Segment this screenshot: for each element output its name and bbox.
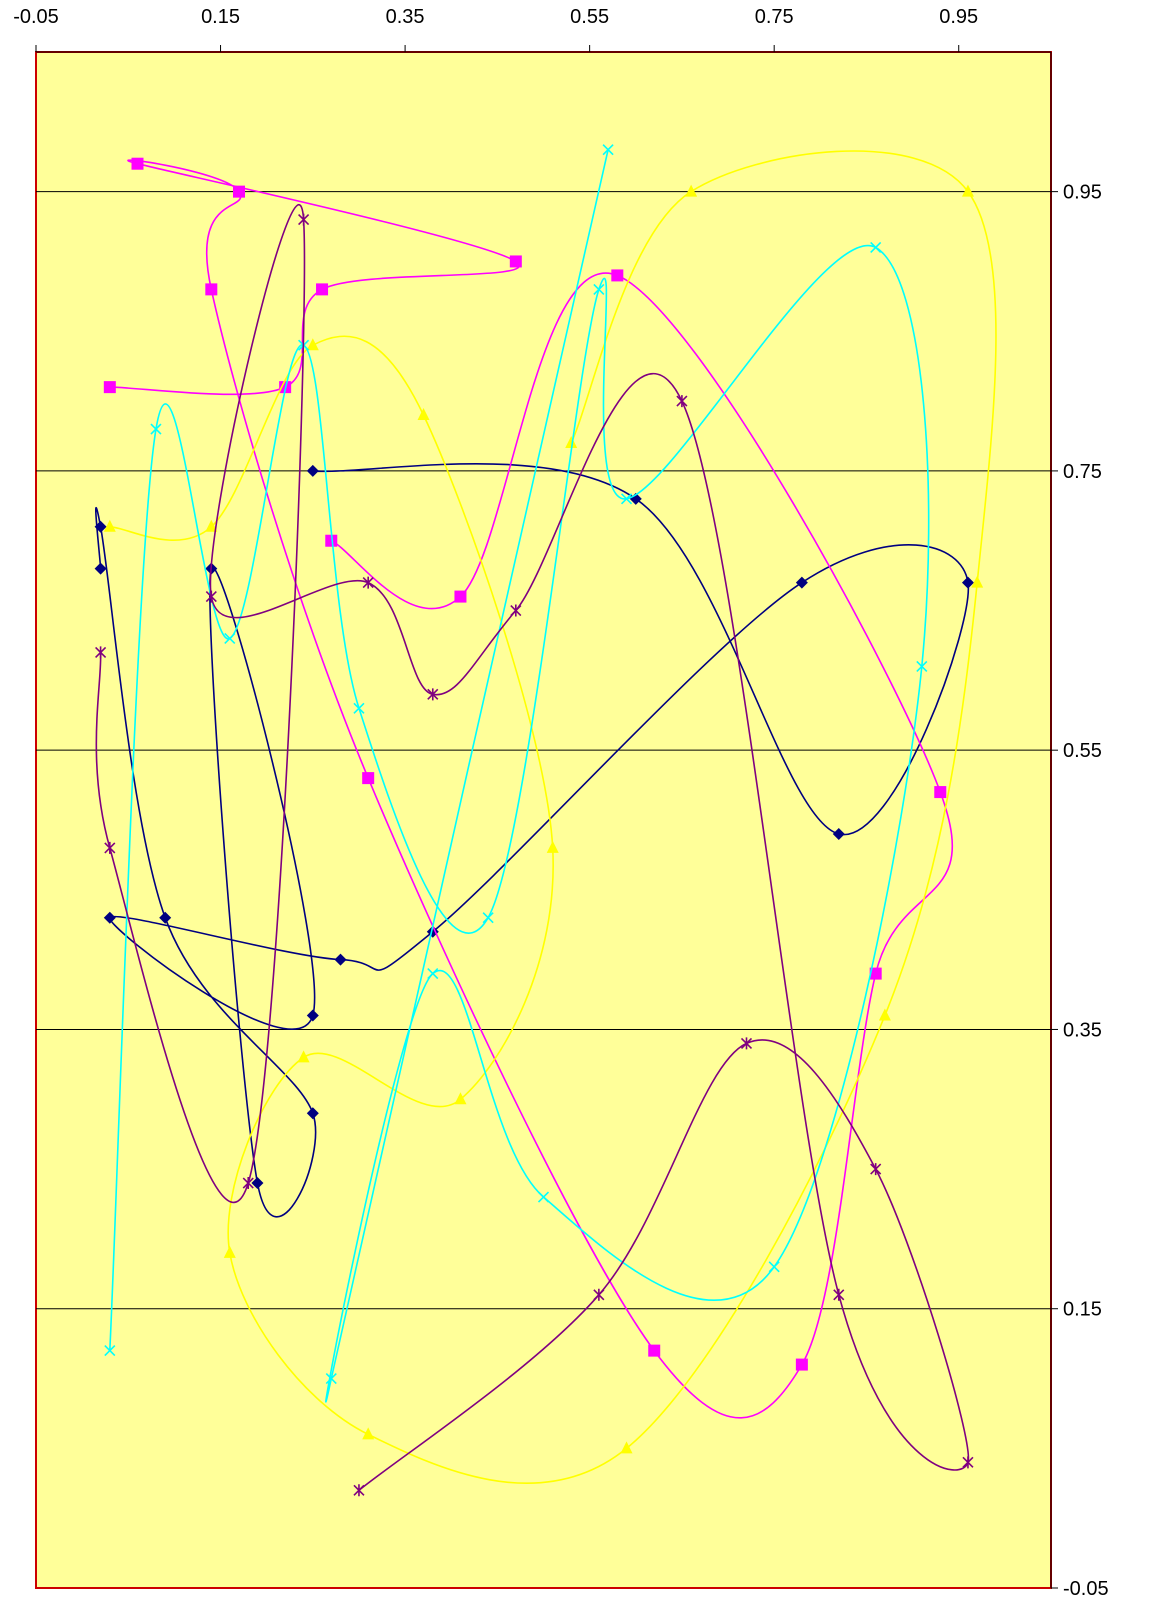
gridlines [36,191,1051,1310]
data-point-triangle [685,184,698,197]
data-point-x [916,660,928,672]
data-point-diamond [306,464,319,477]
y-axis: 0.95 0.75 0.55 0.35 0.15 -0.05 [1050,52,1109,1600]
data-point-star [362,576,374,589]
data-point-triangle [362,1427,375,1440]
y-tick-label: 0.55 [1063,740,1102,762]
data-point-square [454,590,467,603]
series-1 [94,463,974,1218]
data-point-triangle [565,435,578,448]
y-tick-label: -0.05 [1063,1578,1109,1600]
data-point-x [537,1191,550,1203]
data-point-star [593,1288,605,1301]
data-point-x [620,493,633,505]
data-point-diamond [159,911,172,924]
series-3 [103,150,997,1484]
data-point-diamond [334,953,347,966]
data-point-star [205,590,217,603]
data-point-x [768,1261,780,1273]
x-tick-label: 0.35 [386,6,425,28]
data-point-star [833,1288,845,1301]
data-point-square [509,255,522,268]
data-point-diamond [961,576,974,589]
y-tick-label: 0.75 [1063,461,1102,483]
data-point-triangle [546,840,559,853]
data-point-x [870,241,882,254]
data-point-x [104,1345,116,1357]
data-point-square [934,786,947,799]
data-point-x [593,283,605,295]
data-point-star [870,1163,882,1176]
x-tick-label: 0.75 [755,6,794,28]
data-point-square [362,772,375,785]
data-point-star [242,1177,254,1190]
data-point-star [510,604,522,617]
plot-area [35,51,1052,1589]
data-point-triangle [417,408,430,421]
data-point-triangle [454,1092,467,1105]
data-point-square [131,157,144,170]
data-point-square [205,283,218,296]
data-point-star [676,395,688,408]
data-point-x [602,144,614,156]
x-tick-label: 0.55 [570,6,609,28]
data-point-star [95,646,107,659]
data-point-x [353,702,365,714]
data-point-x [427,968,439,980]
series-2 [103,157,953,1419]
data-point-square [103,381,116,394]
y-tick-label: 0.35 [1063,1019,1102,1041]
data-point-square [611,269,624,282]
data-point-diamond [251,1177,264,1190]
data-point-x [150,423,162,435]
data-point-triangle [297,1050,310,1063]
data-point-square [325,534,338,547]
data-point-triangle [223,1245,236,1258]
x-tick-label: -0.05 [13,6,59,28]
data-point-triangle [971,575,984,588]
data-point-triangle [103,519,116,532]
data-point-triangle [306,338,319,351]
data-point-star [104,841,116,854]
data-point-diamond [306,1107,319,1120]
data-point-star [427,688,439,701]
data-point-diamond [306,1009,319,1022]
data-point-diamond [103,911,116,924]
data-point-diamond [94,562,107,575]
y-tick-label: 0.15 [1063,1299,1102,1321]
data-point-square [795,1358,808,1371]
data-point-star [353,1484,365,1497]
data-point-square [316,283,329,296]
data-point-x [325,1372,337,1385]
data-point-diamond [832,827,845,840]
data-point-diamond [795,576,808,589]
data-point-triangle [205,519,218,532]
data-point-star [740,1037,753,1050]
data-point-triangle [878,1008,891,1021]
data-point-square [869,967,882,980]
series-5 [95,204,974,1497]
x-tick-label: 0.15 [201,6,240,28]
data-point-diamond [94,520,107,533]
x-axis: -0.05 0.15 0.35 0.55 0.75 0.95 [13,6,1051,53]
y-tick-label: 0.95 [1063,182,1102,204]
data-point-square [233,185,245,198]
x-tick-label: 0.95 [939,6,978,28]
series-line [95,463,970,1218]
data-point-star [298,213,310,226]
data-point-star [962,1456,974,1469]
series-layer [94,144,997,1497]
series-4 [104,144,930,1403]
data-point-x [482,912,494,924]
data-point-square [648,1344,661,1357]
data-point-triangle [620,1441,633,1454]
data-point-x [224,632,236,645]
data-point-triangle [961,184,974,197]
